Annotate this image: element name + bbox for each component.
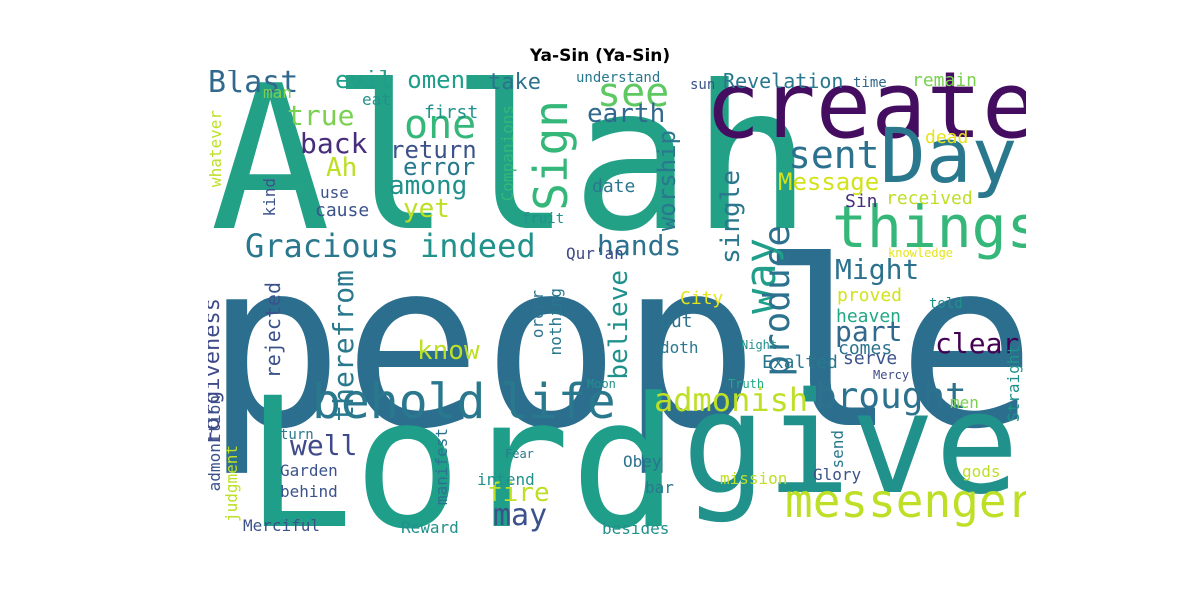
word-gods: gods xyxy=(962,462,1001,481)
word-date: date xyxy=(592,176,636,197)
word-doth: doth xyxy=(660,338,699,357)
word-exalted: Exalted xyxy=(762,352,838,373)
word-clear: clear xyxy=(935,327,1020,360)
word-put: put xyxy=(660,311,693,332)
word-use: use xyxy=(320,183,349,202)
word-moon: Moon xyxy=(587,377,616,391)
word-judgment: judgment xyxy=(222,445,241,523)
word-evil-omen: evil omen xyxy=(335,70,466,94)
word-men: men xyxy=(950,393,979,412)
word-turn: turn xyxy=(280,427,314,443)
chart-title: Ya-Sin (Ya-Sin) xyxy=(529,46,671,66)
word-understand: understand xyxy=(576,70,661,86)
word-mission: mission xyxy=(720,469,788,488)
word-time: time xyxy=(853,75,887,91)
word-received: received xyxy=(886,188,973,209)
word-things: things xyxy=(832,193,1026,261)
word-sin: Sin xyxy=(845,191,878,212)
word-back: back xyxy=(300,127,368,160)
word-blast: Blast xyxy=(208,70,299,100)
word-earth: earth xyxy=(587,99,666,129)
word-message: Message xyxy=(778,168,880,196)
word-order: order xyxy=(528,290,547,339)
word-reward: Reward xyxy=(401,518,459,537)
word-admonish: admonish xyxy=(654,381,809,419)
word-sign: Sign xyxy=(524,100,578,211)
word-brought: brought xyxy=(815,376,967,417)
word-yet: yet xyxy=(403,194,450,224)
word-night: Night xyxy=(741,338,778,352)
word-sun: sun xyxy=(690,77,716,93)
word-remain: remain xyxy=(912,70,978,91)
word-error: error xyxy=(403,153,476,181)
word-return: return xyxy=(390,136,477,164)
word-told: told xyxy=(929,296,963,312)
word-sent: sent xyxy=(788,133,880,177)
word-therefrom: therefrom xyxy=(327,270,360,422)
word-true: true xyxy=(287,99,355,132)
word-city: City xyxy=(680,288,724,309)
word-messenger: messenger xyxy=(785,474,1026,528)
word-behind: behind xyxy=(280,482,338,501)
word-obey: Obey xyxy=(623,452,662,471)
word-ah: Ah xyxy=(326,153,358,183)
word-might: Might xyxy=(835,253,920,286)
word-comes: comes xyxy=(838,338,893,359)
word-revelation: Revelation xyxy=(723,70,844,93)
word-intend: intend xyxy=(477,470,535,489)
word-man: man xyxy=(263,83,292,102)
word-serve: serve xyxy=(843,348,898,369)
word-manifest: manifest xyxy=(432,428,451,506)
word-see: see xyxy=(597,70,670,116)
word-knowledge: knowledge xyxy=(888,246,954,260)
word-garden: Garden xyxy=(280,461,338,480)
word-lord: Lord xyxy=(245,360,679,541)
word-behold: behold xyxy=(312,374,486,430)
word-give: give xyxy=(682,363,1020,526)
word-fire: fire xyxy=(487,478,550,508)
word-may: may xyxy=(493,498,548,533)
word-cause: cause xyxy=(315,200,370,221)
word-allah: Allah xyxy=(210,70,813,276)
word-part: part xyxy=(835,315,903,348)
word-people: people xyxy=(208,213,1026,480)
word-eat: eat xyxy=(362,90,391,109)
word-take: take xyxy=(488,70,541,95)
word-mercy: Mercy xyxy=(873,368,910,382)
word-truth: Truth xyxy=(728,377,765,391)
word-bar: bar xyxy=(645,478,674,497)
word-rejected: rejected xyxy=(261,282,285,379)
word-among: among xyxy=(389,171,468,201)
word-dead: dead xyxy=(925,127,969,148)
word-know: know xyxy=(417,336,480,366)
word-indeed: indeed xyxy=(420,227,536,265)
word-well: well xyxy=(290,429,358,462)
word-straight: Straight xyxy=(1004,345,1023,423)
word-qur-an: Qur'an xyxy=(566,244,624,263)
word-created: created xyxy=(705,70,1026,159)
word-believe: believe xyxy=(604,270,634,380)
word-kind: kind xyxy=(260,178,279,217)
word-nothing: nothing xyxy=(546,288,565,356)
word-whatever: whatever xyxy=(208,110,225,188)
word-besides: besides xyxy=(602,519,670,538)
word-hands: hands xyxy=(597,229,682,262)
word-glory: Glory xyxy=(813,465,862,484)
word-day: Day xyxy=(880,111,1018,200)
word-send: send xyxy=(828,430,847,469)
word-first: first xyxy=(424,102,479,123)
word-gracious: Gracious xyxy=(245,227,400,265)
word-fear: Fear xyxy=(505,447,534,461)
word-admonition: admonition xyxy=(208,395,224,492)
word-merciful: Merciful xyxy=(243,516,321,535)
word-worship: worship xyxy=(653,130,681,232)
word-life: life xyxy=(500,374,616,430)
word-companions: Companions xyxy=(498,105,517,202)
word-fruit: fruit xyxy=(522,211,565,227)
word-one: one xyxy=(404,102,477,148)
word-single: single xyxy=(716,170,746,264)
word-heaven: heaven xyxy=(836,306,902,327)
word-proved: proved xyxy=(837,285,903,306)
